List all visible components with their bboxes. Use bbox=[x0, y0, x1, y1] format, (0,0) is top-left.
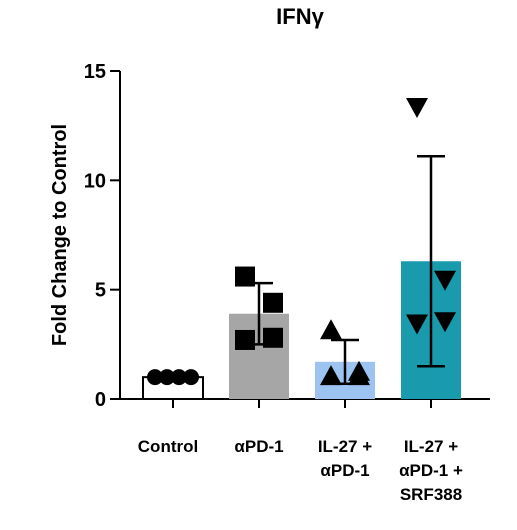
x-tick-label: αPD-1 bbox=[320, 461, 369, 480]
error-bar bbox=[417, 155, 445, 368]
point bbox=[406, 97, 428, 118]
y-tick-label: 15 bbox=[84, 61, 106, 83]
point bbox=[320, 319, 342, 340]
point bbox=[147, 369, 163, 386]
point bbox=[406, 314, 428, 335]
point bbox=[159, 369, 175, 386]
point bbox=[183, 369, 199, 386]
point bbox=[235, 266, 255, 287]
chart-title: IFNγ bbox=[276, 4, 324, 29]
point bbox=[348, 365, 370, 386]
x-tick-label: IL-27 + bbox=[318, 437, 372, 456]
y-axis-label: Fold Change to Control bbox=[49, 124, 71, 346]
point bbox=[434, 270, 456, 291]
y-tick-label: 5 bbox=[95, 280, 106, 302]
point bbox=[263, 327, 283, 348]
point bbox=[434, 312, 456, 333]
x-tick-label: SRF388 bbox=[400, 485, 462, 504]
x-tick-label: αPD-1 + bbox=[399, 461, 463, 480]
point bbox=[235, 329, 255, 350]
point bbox=[171, 369, 187, 386]
x-tick-label: IL-27 + bbox=[404, 437, 458, 456]
point bbox=[263, 292, 283, 313]
x-tick-label: αPD-1 bbox=[234, 437, 283, 456]
x-tick-label: Control bbox=[138, 437, 198, 456]
point bbox=[320, 365, 342, 386]
y-tick-label: 10 bbox=[84, 170, 106, 192]
y-tick-label: 0 bbox=[95, 389, 106, 411]
